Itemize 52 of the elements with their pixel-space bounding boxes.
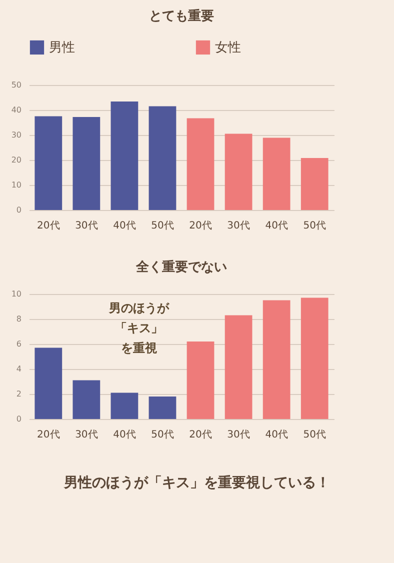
bar — [262, 138, 290, 210]
y-tick-label: 20 — [11, 156, 22, 164]
x-tick-label: 50代 — [151, 220, 174, 232]
x-tick-label: 20代 — [189, 430, 212, 440]
y-tick-label: 0 — [16, 206, 22, 214]
bar — [34, 116, 62, 210]
annotation: を重視 — [121, 341, 158, 355]
text: 男性のほうが「キス」を重要視している！ — [62, 474, 331, 492]
x-tick-label: 30代 — [227, 430, 250, 440]
x-tick-label: 40代 — [265, 220, 288, 232]
x-tick-label: 20代 — [37, 220, 60, 232]
legend-label: 男性 — [49, 40, 75, 56]
y-tick-label: 50 — [11, 80, 22, 90]
y-tick-label: 8 — [16, 314, 22, 324]
y-tick-label: 40 — [11, 106, 22, 114]
bar — [224, 315, 252, 419]
x-tick-label: 40代 — [113, 430, 136, 440]
x-tick-label: 40代 — [265, 430, 288, 440]
bar — [72, 380, 100, 419]
bar — [186, 342, 214, 419]
x-tick-label: 30代 — [227, 220, 250, 232]
bar — [148, 396, 176, 419]
legend-label: 女性 — [215, 40, 241, 56]
x-tick-label: 30代 — [75, 430, 98, 440]
x-tick-label: 50代 — [303, 220, 326, 232]
annotation: 男のほうが — [108, 301, 170, 315]
bar — [34, 348, 62, 419]
x-tick-label: 40代 — [113, 220, 136, 232]
bar — [110, 392, 138, 419]
bar — [148, 106, 176, 210]
bar — [224, 134, 252, 210]
x-tick-label: 30代 — [75, 220, 98, 232]
y-tick-label: 6 — [16, 340, 22, 348]
y-tick-label: 10 — [11, 290, 22, 298]
bar — [300, 298, 328, 419]
y-tick-label: 2 — [16, 390, 22, 398]
y-tick-label: 30 — [11, 130, 22, 140]
chart-title: とても重要 — [149, 8, 214, 24]
x-tick-label: 50代 — [303, 430, 326, 440]
annotation: 「キス」 — [115, 321, 163, 335]
x-tick-label: 20代 — [37, 430, 60, 440]
bar — [110, 102, 138, 210]
bar — [186, 118, 214, 210]
bar — [72, 117, 100, 210]
y-tick-label: 10 — [11, 180, 22, 190]
x-tick-label: 50代 — [151, 430, 174, 440]
chart-title: 全く重要でない — [135, 259, 227, 275]
bar — [300, 158, 328, 210]
bar — [262, 300, 290, 419]
y-tick-label: 0 — [16, 414, 22, 424]
x-tick-label: 20代 — [189, 220, 212, 232]
y-tick-label: 4 — [16, 364, 22, 374]
